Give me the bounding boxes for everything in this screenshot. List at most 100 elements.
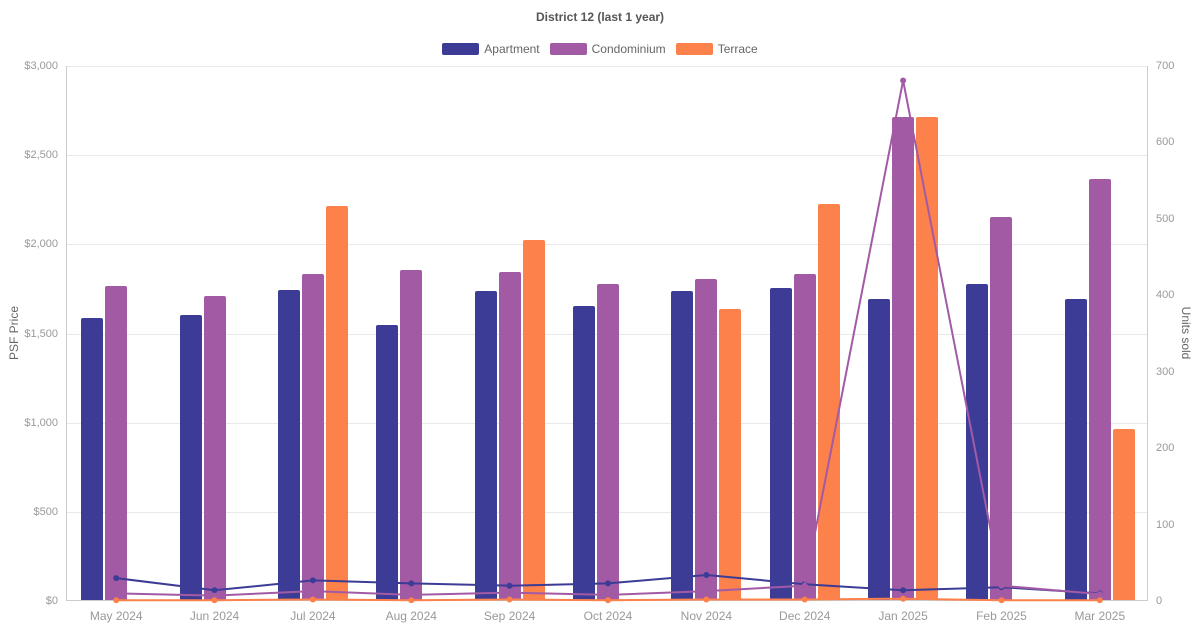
point-terrace-feb-2025[interactable]: [998, 597, 1005, 604]
right-axis-tick: 200: [1156, 442, 1175, 455]
point-terrace-jan-2025[interactable]: [900, 595, 907, 602]
point-condominium-sep-2024[interactable]: [506, 589, 513, 596]
legend: Apartment Condominium Terrace: [0, 42, 1200, 56]
legend-label-apartment: Apartment: [484, 42, 540, 56]
bar-condominium-mar-2025[interactable]: [1088, 179, 1111, 600]
bar-apartment-jun-2024[interactable]: [179, 314, 202, 600]
legend-label-condominium: Condominium: [591, 42, 666, 56]
bar-apartment-mar-2025[interactable]: [1064, 298, 1087, 600]
point-terrace-nov-2024[interactable]: [703, 596, 710, 603]
bar-condominium-oct-2024[interactable]: [597, 284, 619, 600]
point-terrace-sep-2024[interactable]: [506, 596, 513, 603]
bar-condominium-jun-2024[interactable]: [203, 295, 226, 600]
bar-apartment-oct-2024[interactable]: [573, 305, 595, 600]
right-axis-title: Units sold: [1179, 306, 1193, 360]
left-axis-tick: $1,500: [24, 327, 58, 340]
bar-condominium-jul-2024[interactable]: [301, 273, 324, 600]
right-axis-tick: 0: [1156, 595, 1163, 607]
gridline-3000: [67, 66, 1147, 67]
point-apartment-aug-2024[interactable]: [408, 580, 415, 587]
x-axis-label-mar-2025: Mar 2025: [1074, 609, 1126, 623]
point-apartment-oct-2024[interactable]: [605, 580, 611, 587]
left-axis-title: PSF Price: [7, 305, 21, 361]
bar-terrace-jul-2024[interactable]: [325, 205, 348, 600]
right-axis-tick: 300: [1156, 365, 1175, 378]
bar-apartment-feb-2025[interactable]: [966, 284, 989, 600]
gridline-2500: [67, 155, 1147, 157]
bar-condominium-nov-2024[interactable]: [695, 279, 718, 600]
left-axis-tick: $3,000: [24, 60, 58, 72]
left-axis-tick: $500: [33, 505, 58, 518]
bar-apartment-jan-2025[interactable]: [868, 298, 891, 600]
bar-apartment-dec-2024[interactable]: [769, 287, 792, 600]
point-terrace-mar-2025[interactable]: [1096, 597, 1103, 604]
x-axis-label-feb-2025: Feb 2025: [976, 609, 1027, 623]
line-condominium: [116, 79, 1100, 597]
bar-apartment-jul-2024[interactable]: [277, 289, 300, 600]
x-axis-label-jul-2024: Jul 2024: [290, 609, 336, 623]
point-apartment-sep-2024[interactable]: [506, 582, 513, 589]
point-terrace-may-2024[interactable]: [113, 597, 120, 604]
point-apartment-jul-2024[interactable]: [309, 577, 316, 584]
point-terrace-jun-2024[interactable]: [211, 597, 218, 604]
left-axis-tick: $2,000: [24, 238, 58, 251]
point-condominium-feb-2025[interactable]: [998, 582, 1005, 589]
point-condominium-aug-2024[interactable]: [408, 591, 415, 598]
left-axis-tick: $2,500: [24, 149, 58, 162]
point-condominium-may-2024[interactable]: [113, 590, 120, 597]
bar-terrace-sep-2024[interactable]: [522, 239, 545, 600]
bar-apartment-aug-2024[interactable]: [376, 325, 399, 600]
chart-title: District 12 (last 1 year): [535, 10, 665, 24]
bar-condominium-feb-2025[interactable]: [990, 216, 1013, 600]
point-condominium-jun-2024[interactable]: [211, 592, 218, 599]
x-axis-label-aug-2024: Aug 2024: [385, 609, 437, 623]
x-axis-label-may-2024: May 2024: [89, 609, 143, 623]
line-overlay: [113, 77, 1103, 604]
plot-area: $0 $500 $1,000 $1,500 $2,000 $2,500 $3,000 0 100…: [24, 60, 1174, 623]
point-apartment-nov-2024[interactable]: [703, 572, 710, 578]
point-terrace-dec-2024[interactable]: [801, 596, 808, 603]
legend-item-apartment[interactable]: Apartment: [442, 42, 540, 56]
right-axis-tick: 700: [1156, 60, 1175, 72]
bar-apartment-nov-2024[interactable]: [671, 291, 694, 600]
bar-terrace-dec-2024[interactable]: [817, 204, 840, 600]
left-axis-tick: $0: [45, 595, 58, 607]
bar-terrace-mar-2025[interactable]: [1112, 428, 1135, 600]
point-condominium-dec-2024[interactable]: [801, 582, 808, 589]
point-terrace-aug-2024[interactable]: [408, 597, 415, 604]
legend-label-terrace: Terrace: [717, 42, 758, 56]
x-axis-label-oct-2024: Oct 2024: [583, 609, 633, 623]
bar-condominium-aug-2024[interactable]: [400, 270, 423, 600]
x-axis-label-dec-2024: Dec 2024: [779, 609, 831, 623]
point-apartment-jan-2025[interactable]: [900, 587, 907, 594]
point-apartment-may-2024[interactable]: [113, 575, 120, 582]
point-condominium-jul-2024[interactable]: [309, 588, 316, 595]
right-axis-tick: 100: [1156, 518, 1175, 531]
legend-swatch-condominium: [549, 43, 587, 55]
legend-item-terrace[interactable]: Terrace: [675, 42, 758, 56]
point-condominium-oct-2024[interactable]: [605, 591, 611, 598]
point-condominium-nov-2024[interactable]: [703, 588, 710, 595]
point-apartment-jun-2024[interactable]: [211, 587, 218, 594]
bar-condominium-dec-2024[interactable]: [793, 273, 816, 600]
bar-apartment-may-2024[interactable]: [81, 318, 104, 600]
bar-terrace-jan-2025[interactable]: [916, 116, 939, 600]
point-terrace-oct-2024[interactable]: [605, 597, 611, 604]
legend-swatch-terrace: [675, 43, 713, 55]
point-condominium-jan-2025[interactable]: [900, 77, 907, 84]
x-axis-label-jun-2024: Jun 2024: [189, 609, 240, 623]
bar-condominium-sep-2024[interactable]: [498, 271, 521, 600]
bar-condominium-may-2024[interactable]: [105, 286, 128, 600]
point-condominium-mar-2025[interactable]: [1096, 591, 1103, 598]
x-axis-label-jan-2025: Jan 2025: [878, 609, 928, 623]
legend-item-condominium[interactable]: Condominium: [549, 42, 666, 56]
bar-terrace-nov-2024[interactable]: [719, 309, 742, 600]
legend-swatch-apartment: [442, 43, 480, 55]
bar-condominium-jan-2025[interactable]: [892, 116, 915, 600]
bar-apartment-sep-2024[interactable]: [474, 291, 497, 600]
right-axis-tick: 500: [1156, 212, 1175, 225]
right-axis-tick: 400: [1156, 289, 1175, 302]
point-terrace-jul-2024[interactable]: [309, 596, 316, 603]
left-axis-tick: $1,000: [24, 416, 58, 429]
